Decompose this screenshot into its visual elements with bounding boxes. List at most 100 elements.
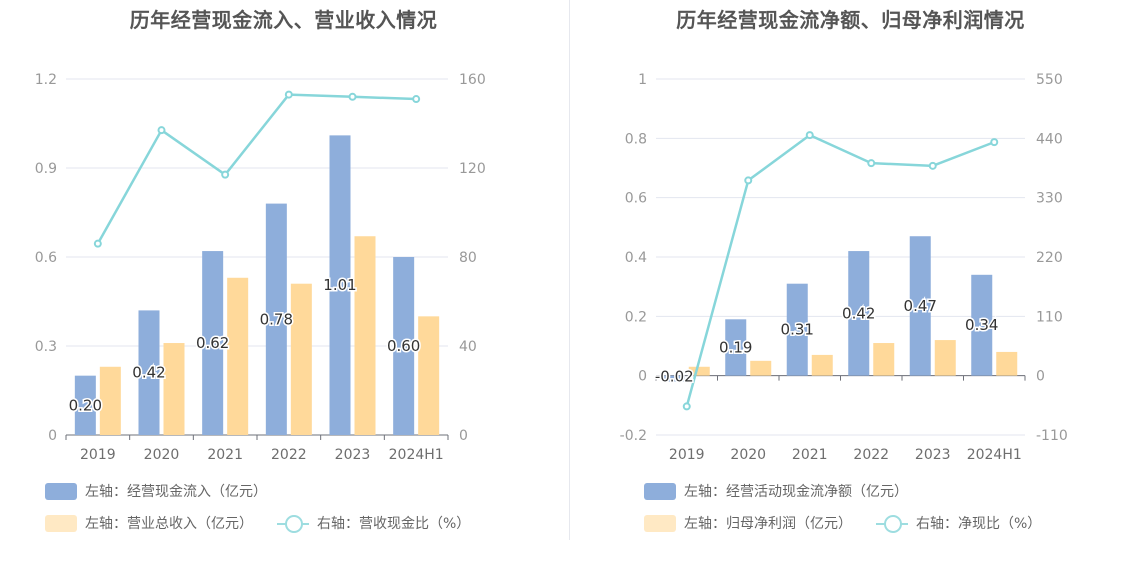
ratio-line <box>96 93 417 245</box>
bar-data-label: 0.42 <box>132 364 165 382</box>
bar-data-label: 0.31 <box>781 321 814 339</box>
bar-primary <box>663 375 685 382</box>
bar-secondary <box>996 351 1018 376</box>
line-point <box>348 92 357 101</box>
bar-data-label: 0.78 <box>260 310 293 328</box>
left-axis-tick-label: 0.9 <box>35 161 57 177</box>
legend-item-cash-inflow[interactable]: 左轴：经营现金流入（亿元） <box>45 481 267 501</box>
bar-data-label: 0.47 <box>904 297 937 315</box>
line-point <box>805 131 814 140</box>
line-point <box>221 170 230 179</box>
right-axis-tick-label: 440 <box>1036 131 1063 147</box>
legend-swatch-yellow <box>45 514 77 532</box>
left-axis-tick-label: 0.3 <box>35 339 57 355</box>
bar-secondary <box>688 366 710 376</box>
legend-label-revenue: 左轴：营业总收入（亿元） <box>85 516 253 532</box>
legend-swatch-blue <box>45 482 77 500</box>
x-axis-tick-label: 2023 <box>335 447 371 463</box>
bar-primary <box>202 251 224 435</box>
left-axis-tick-label: 0.2 <box>625 309 647 325</box>
bar-data-label: 0.34 <box>965 316 998 334</box>
right-axis-tick-label: 110 <box>1036 309 1063 325</box>
x-axis-tick-label: 2024H1 <box>967 447 1022 463</box>
bar-data-label: 0.42 <box>842 304 875 322</box>
bar-primary <box>786 283 808 376</box>
right-axis-tick-label: 0 <box>1036 369 1045 385</box>
legend-label-net-cash-flow: 左轴：经营活动现金流净额（亿元） <box>684 484 908 500</box>
bar-data-label: -0.02 <box>655 368 694 386</box>
right-axis-tick-label: 220 <box>1036 250 1063 266</box>
right-axis-tick-label: 330 <box>1036 191 1063 207</box>
bar-secondary <box>418 316 440 435</box>
line-point <box>867 159 876 168</box>
x-axis-tick-label: 2020 <box>144 447 180 463</box>
bar-primary <box>393 257 415 435</box>
right-axis-tick-label: 80 <box>459 250 477 266</box>
left-axis-tick-label: 0.8 <box>625 131 647 147</box>
left-axis-tick-label: -0.2 <box>620 428 647 444</box>
bar-data-label: 1.01 <box>323 276 356 294</box>
legend-swatch-yellow <box>644 514 676 532</box>
chart-title-right: 历年经营现金流净额、归母净利润情况 <box>676 8 1025 32</box>
bar-primary <box>138 310 160 435</box>
bar-secondary <box>811 354 833 376</box>
line-point <box>157 126 166 135</box>
legend-row-1-right: 左轴：经营活动现金流净额（亿元） <box>644 481 932 501</box>
bar-secondary <box>873 343 895 376</box>
legend-line-icon <box>277 514 309 533</box>
bar-secondary <box>163 343 185 435</box>
x-axis-tick-label: 2023 <box>915 447 951 463</box>
left-axis-tick-label: 0 <box>638 369 647 385</box>
legend-label-net-cash-ratio: 右轴：净现比（%） <box>916 516 1042 532</box>
bar-secondary <box>227 277 249 435</box>
bar-data-label: 0.19 <box>719 338 752 356</box>
legend-line-icon <box>876 514 908 533</box>
chart-title-left: 历年经营现金流入、营业收入情况 <box>129 8 438 32</box>
panel-divider <box>569 0 570 540</box>
chart-panel-right: 历年经营现金流净额、归母净利润情况 -0.2 -110 0 0 0.2 110 0.4 2 20… <box>567 0 1134 582</box>
x-axis-tick-label: 2024H1 <box>389 447 444 463</box>
x-axis-tick-label: 2019 <box>80 447 116 463</box>
legend-item-net-profit[interactable]: 左轴：归母净利润（亿元） <box>644 513 852 533</box>
right-axis-tick-label: 40 <box>459 339 477 355</box>
line-point <box>93 239 102 248</box>
chart-plot-right: -0.2 -110 0 0 0.2 110 0.4 220 0.6 330 0.8 440 1 550 20… <box>620 72 1068 463</box>
legend-item-net-cash-flow[interactable]: 左轴：经营活动现金流净额（亿元） <box>644 481 908 501</box>
bar-secondary <box>99 366 121 435</box>
legend-label-cash-ratio: 右轴：营收现金比（%） <box>317 516 471 532</box>
legend-row-1-left: 左轴：经营现金流入（亿元） <box>45 481 291 501</box>
x-axis-tick-label: 2019 <box>669 447 705 463</box>
right-axis-tick-label: 120 <box>459 161 486 177</box>
left-axis-tick-label: 1.2 <box>35 72 57 88</box>
legend-item-revenue[interactable]: 左轴：营业总收入（亿元） <box>45 513 253 533</box>
line-point <box>682 402 691 411</box>
chart-plot-left: 0 0 0.3 40 0.6 80 0.9 120 1.2 160 2019 2020 2021 2022… <box>35 72 486 463</box>
legend-item-cash-ratio[interactable]: 右轴：营收现金比（%） <box>277 513 470 533</box>
bar-primary <box>725 319 747 376</box>
bar-primary <box>329 135 351 435</box>
bar-primary <box>971 274 993 376</box>
chart-panel-left: 历年经营现金流入、营业收入情况 0 0 0.3 40 0.6 80 0.9 120 1.2 160… <box>35 8 486 533</box>
left-axis-tick-label: 0 <box>48 428 57 444</box>
bar-secondary <box>290 283 312 435</box>
legend-row-2-right: 左轴：归母净利润（亿元） 右轴：净现比（%） <box>644 513 1065 533</box>
legend-item-net-cash-ratio[interactable]: 右轴：净现比（%） <box>876 513 1041 533</box>
right-axis-tick-label: -110 <box>1036 428 1068 444</box>
right-axis-tick-label: 550 <box>1036 72 1063 88</box>
line-point <box>412 95 421 104</box>
legend-label-net-profit: 左轴：归母净利润（亿元） <box>684 516 852 532</box>
line-point <box>990 138 999 147</box>
left-axis-tick-label: 0.6 <box>625 191 647 207</box>
ratio-line <box>685 133 995 407</box>
x-axis-tick-label: 2020 <box>730 447 766 463</box>
bar-data-label: 0.62 <box>196 334 229 352</box>
line-point <box>284 90 293 99</box>
x-axis-tick-label: 2021 <box>792 447 828 463</box>
bar-primary <box>265 203 287 435</box>
legend-swatch-blue <box>644 482 676 500</box>
bar-secondary <box>354 236 376 435</box>
bar-primary <box>74 375 96 435</box>
x-axis-tick-label: 2021 <box>207 447 243 463</box>
right-axis-tick-label: 0 <box>459 428 468 444</box>
left-axis-tick-label: 1 <box>638 72 647 88</box>
